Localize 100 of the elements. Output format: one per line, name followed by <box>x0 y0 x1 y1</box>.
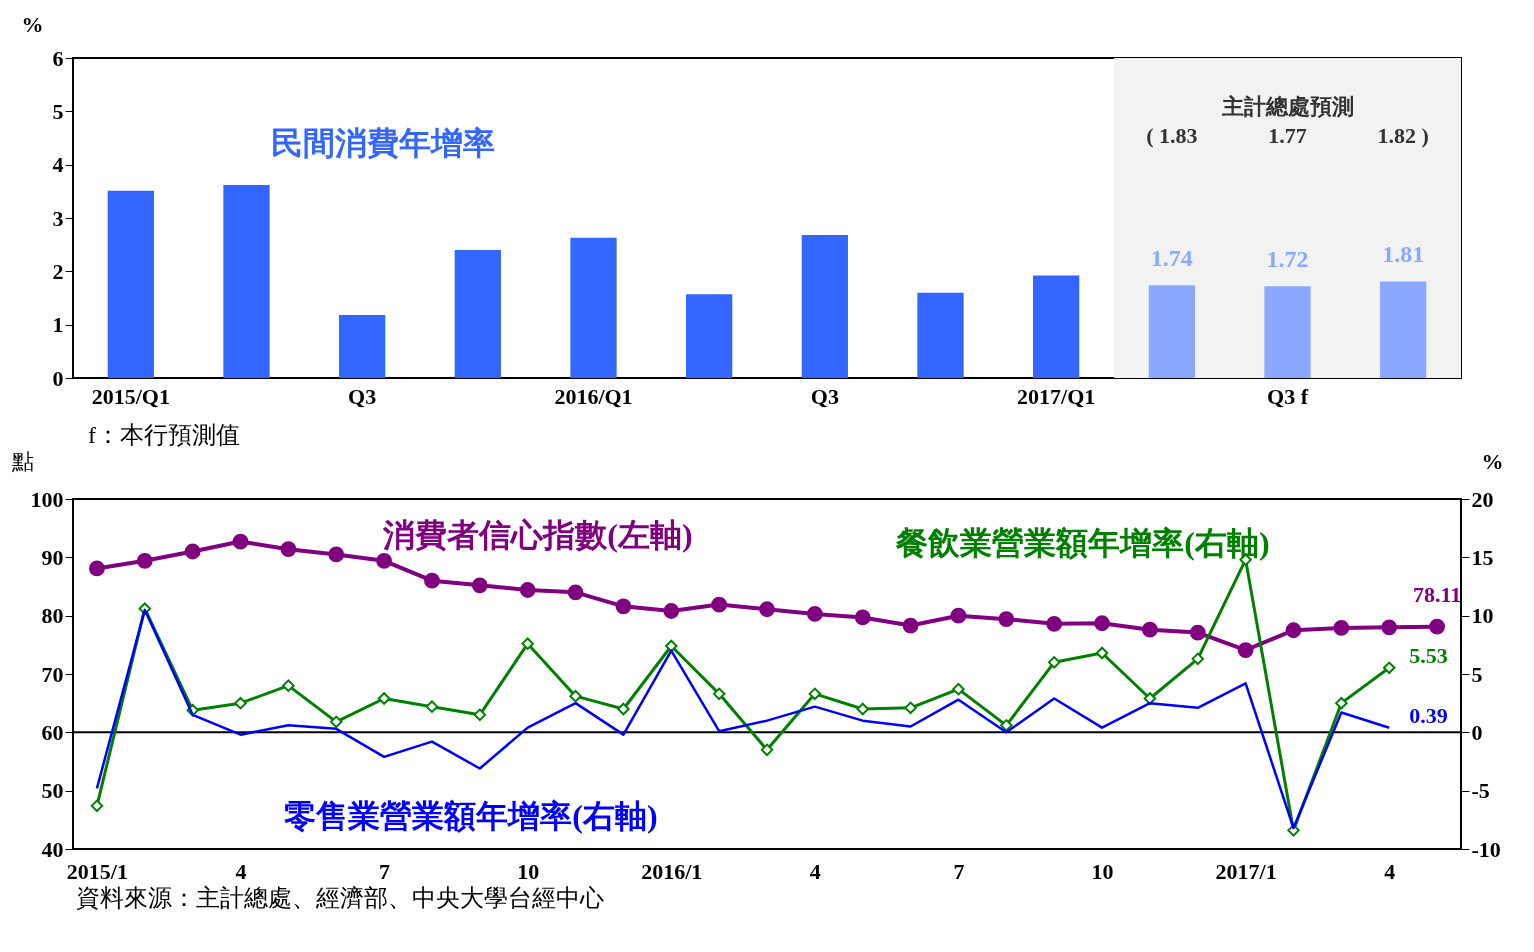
x-tick-label: 2016/1 <box>641 858 703 884</box>
point <box>376 552 392 569</box>
bar <box>917 292 964 378</box>
point <box>808 687 822 701</box>
y2-tick-label: -5 <box>1471 778 1490 804</box>
y-axis-title: 點 <box>10 448 34 474</box>
point <box>330 715 343 729</box>
point <box>854 609 871 626</box>
x-tick-label: 2016/Q1 <box>554 383 633 409</box>
point <box>902 617 919 634</box>
y-tick-label: 1 <box>52 312 64 338</box>
point <box>1237 642 1254 658</box>
data-label: 0.39 <box>1409 702 1448 728</box>
data-label: 5.53 <box>1409 642 1448 668</box>
point <box>569 689 582 703</box>
y2-tick-label: 0 <box>1471 719 1483 745</box>
y-tick-label: 40 <box>41 836 64 862</box>
x-tick-label: Q3 <box>348 383 377 409</box>
y-tick-label: 2 <box>52 258 64 284</box>
y2-axis-title: % <box>1481 448 1504 474</box>
data-label: 78.11 <box>1412 581 1462 607</box>
bar <box>223 184 270 378</box>
x-tick-label: 10 <box>1091 858 1114 884</box>
x-tick-label: 7 <box>379 858 391 884</box>
y-tick-label: 4 <box>52 152 64 178</box>
point <box>1381 619 1398 636</box>
point <box>328 546 345 563</box>
point <box>1047 656 1061 669</box>
point <box>1142 621 1158 638</box>
text: f：本行預測值 <box>88 422 240 448</box>
series-label: 民間消費年增率 <box>271 125 495 161</box>
bar <box>1380 281 1427 378</box>
x-tick-label: 4 <box>809 858 821 884</box>
x-tick-label: 7 <box>953 858 965 884</box>
point <box>567 584 584 601</box>
point <box>759 601 775 618</box>
point <box>519 582 536 598</box>
y-tick-label: 90 <box>41 544 64 570</box>
x-tick-label: 2017/Q1 <box>1017 383 1096 409</box>
bar <box>454 250 501 378</box>
y2-tick-label: -10 <box>1471 836 1501 862</box>
y2-tick-label: 15 <box>1471 544 1494 570</box>
point <box>184 543 201 560</box>
x-tick-label: 4 <box>1384 858 1396 884</box>
y-tick-label: 70 <box>41 661 64 687</box>
data-label: 1.81 <box>1382 241 1425 268</box>
point <box>1000 719 1013 732</box>
x-tick-label: Q3 <box>810 383 839 409</box>
y-tick-label: 3 <box>52 205 64 231</box>
bar <box>1148 285 1195 378</box>
point <box>856 702 869 716</box>
point <box>1429 618 1445 635</box>
y-tick-label: 80 <box>41 603 64 629</box>
x-tick-label: Q3 f <box>1267 383 1309 409</box>
point <box>234 696 247 710</box>
x-tick-label: 2017/1 <box>1215 858 1277 884</box>
y2-tick-label: 5 <box>1471 661 1483 687</box>
y-tick-label: 60 <box>41 719 64 745</box>
point <box>952 682 965 696</box>
series-label: 零售業營業額年增率(右軸) <box>284 798 658 834</box>
point <box>1382 661 1396 675</box>
bar <box>686 294 733 378</box>
point <box>998 611 1015 628</box>
point <box>377 692 391 705</box>
y-axis-title: % <box>21 11 44 37</box>
annotation: 1.77 <box>1268 123 1307 148</box>
point <box>617 702 630 716</box>
series-label: 餐飲業營業額年增率(右軸) <box>895 525 1270 561</box>
x-tick-label: 4 <box>235 858 247 884</box>
source-note: 資料來源：主計總處、經濟部、中央大學台經中心 <box>76 885 604 911</box>
y-tick-label: 5 <box>52 98 64 124</box>
data-label: 1.74 <box>1150 245 1193 272</box>
bar <box>570 237 617 378</box>
point <box>232 533 249 550</box>
point <box>473 708 487 722</box>
point <box>424 572 440 589</box>
bar <box>1033 275 1080 378</box>
data-label: 1.72 <box>1266 246 1309 273</box>
point <box>1191 652 1204 666</box>
y-tick-label: 100 <box>30 486 64 512</box>
point <box>1189 624 1206 641</box>
point <box>1094 615 1110 632</box>
point <box>663 603 680 619</box>
series-label: 消費者信心指數(左軸) <box>382 517 693 553</box>
y-tick-label: 50 <box>41 778 64 804</box>
point <box>89 560 105 577</box>
y2-tick-label: 20 <box>1471 486 1494 512</box>
point <box>471 577 488 594</box>
point <box>665 639 678 653</box>
x-tick-label: 2015/1 <box>66 858 128 884</box>
x-tick-label: 2015/Q1 <box>91 383 170 409</box>
point <box>136 552 153 569</box>
point <box>950 607 967 624</box>
point <box>712 687 726 701</box>
y-tick-label: 0 <box>52 365 64 391</box>
point <box>1095 646 1109 660</box>
bar <box>1264 286 1311 378</box>
annotation: 主計總處預測 <box>1220 94 1354 119</box>
annotation: 1.82 ) <box>1377 123 1429 148</box>
bar <box>339 315 386 378</box>
